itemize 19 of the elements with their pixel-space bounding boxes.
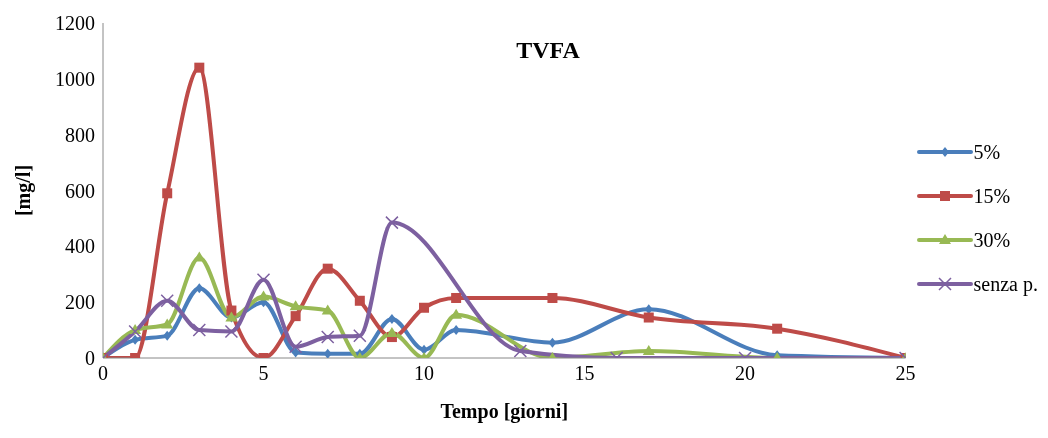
y-tick-label: 400 <box>65 235 95 258</box>
legend-label: 5% <box>973 140 1001 164</box>
y-tick-label: 1200 <box>55 12 95 35</box>
y-tick-label: 1000 <box>55 67 95 90</box>
y-tick-label: 800 <box>65 123 95 146</box>
x-tick-label: 5 <box>258 362 269 385</box>
text: TVFA <box>516 37 581 63</box>
x-tick-label: 20 <box>735 362 756 385</box>
x-tick-label: 25 <box>895 362 916 385</box>
legend-label: senza p. <box>973 272 1038 296</box>
y-tick-label: 600 <box>65 179 95 202</box>
y-axis-title: [mg/l] <box>12 164 36 217</box>
legend-label: 30% <box>973 228 1011 252</box>
legend-label: 15% <box>973 184 1011 208</box>
x-axis-title: Tempo [giorni] <box>440 400 569 423</box>
x-tick-label: 15 <box>574 362 595 385</box>
y-tick-label: 0 <box>85 347 95 370</box>
y-tick-label: 200 <box>65 291 95 314</box>
x-tick-label: 10 <box>414 362 435 385</box>
